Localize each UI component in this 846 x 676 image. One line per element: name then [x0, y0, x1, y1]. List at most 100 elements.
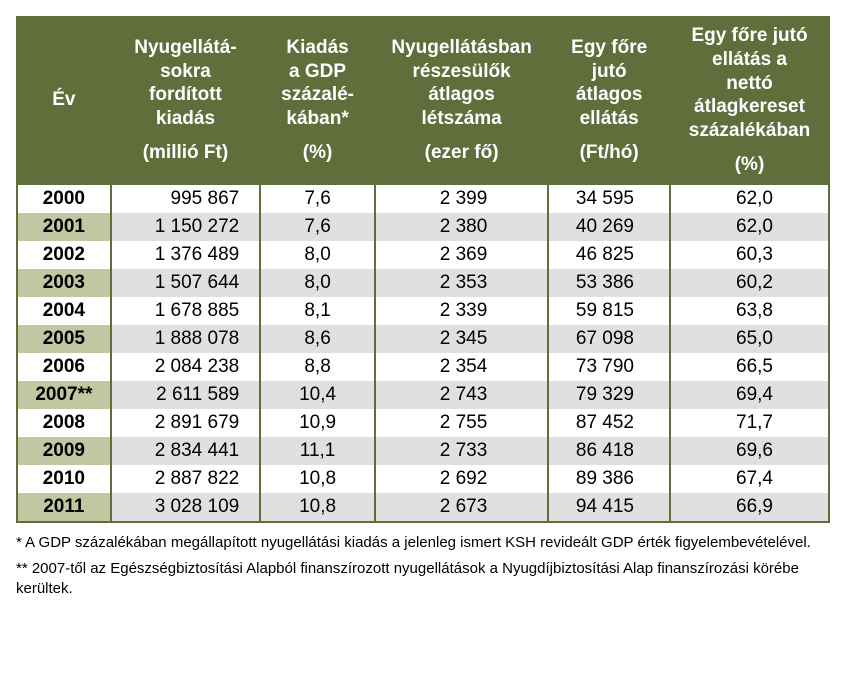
- col-unit: (%): [269, 141, 366, 165]
- table-row: 2000995 8677,62 39934 59562,0: [17, 184, 829, 213]
- footnotes-block: * A GDP százalékában megállapított nyuge…: [16, 533, 830, 600]
- table-row: 20011 150 2727,62 38040 26962,0: [17, 213, 829, 241]
- header-row: Év Nyugellátá-sokrafordítottkiadás (millió…: [17, 17, 829, 184]
- table-row: 20082 891 67910,92 75587 45271,7: [17, 409, 829, 437]
- col-unit: (Ft/hó): [557, 141, 661, 165]
- cell-value: 62,0: [670, 184, 829, 213]
- cell-value: 2 345: [375, 325, 548, 353]
- cell-value: 2 399: [375, 184, 548, 213]
- cell-value: 66,9: [670, 493, 829, 522]
- table-body: 2000995 8677,62 39934 59562,020011 150 2…: [17, 184, 829, 522]
- cell-value: 2 891 679: [111, 409, 261, 437]
- cell-value: 73 790: [548, 353, 670, 381]
- col-title: Év: [52, 89, 75, 110]
- table-row: 20021 376 4898,02 36946 82560,3: [17, 241, 829, 269]
- cell-year: 2005: [17, 325, 111, 353]
- cell-value: 2 369: [375, 241, 548, 269]
- cell-value: 40 269: [548, 213, 670, 241]
- cell-value: 86 418: [548, 437, 670, 465]
- cell-value: 2 354: [375, 353, 548, 381]
- cell-value: 2 339: [375, 297, 548, 325]
- cell-value: 1 376 489: [111, 241, 261, 269]
- table-row: 20092 834 44111,12 73386 41869,6: [17, 437, 829, 465]
- table-row: 20041 678 8858,12 33959 81563,8: [17, 297, 829, 325]
- col-header-2: Kiadása GDPszázalé-kában* (%): [260, 17, 375, 184]
- cell-value: 8,8: [260, 353, 375, 381]
- cell-year: 2006: [17, 353, 111, 381]
- table-row: 20031 507 6448,02 35353 38660,2: [17, 269, 829, 297]
- col-title: Kiadása GDPszázalé-kában*: [281, 37, 354, 129]
- cell-value: 2 353: [375, 269, 548, 297]
- table-row: 20102 887 82210,82 69289 38667,4: [17, 465, 829, 493]
- cell-value: 59 815: [548, 297, 670, 325]
- cell-value: 67,4: [670, 465, 829, 493]
- cell-year: 2010: [17, 465, 111, 493]
- cell-value: 1 678 885: [111, 297, 261, 325]
- cell-value: 69,4: [670, 381, 829, 409]
- cell-value: 94 415: [548, 493, 670, 522]
- cell-value: 65,0: [670, 325, 829, 353]
- cell-value: 63,8: [670, 297, 829, 325]
- cell-value: 7,6: [260, 184, 375, 213]
- col-header-4: Egy főrejutóátlagosellátás (Ft/hó): [548, 17, 670, 184]
- table-row: 20062 084 2388,82 35473 79066,5: [17, 353, 829, 381]
- col-header-1: Nyugellátá-sokrafordítottkiadás (millió F…: [111, 17, 261, 184]
- table-header: Év Nyugellátá-sokrafordítottkiadás (millió…: [17, 17, 829, 184]
- col-header-0: Év: [17, 17, 111, 184]
- cell-value: 67 098: [548, 325, 670, 353]
- col-header-5: Egy főre jutóellátás anettóátlagkeresets…: [670, 17, 829, 184]
- cell-value: 11,1: [260, 437, 375, 465]
- cell-value: 2 755: [375, 409, 548, 437]
- cell-value: 2 084 238: [111, 353, 261, 381]
- pension-data-table: Év Nyugellátá-sokrafordítottkiadás (millió…: [16, 16, 830, 523]
- footnote-gdp: * A GDP százalékában megállapított nyuge…: [16, 533, 830, 553]
- cell-value: 2 887 822: [111, 465, 261, 493]
- cell-value: 2 380: [375, 213, 548, 241]
- cell-value: 53 386: [548, 269, 670, 297]
- cell-year: 2001: [17, 213, 111, 241]
- cell-value: 1 888 078: [111, 325, 261, 353]
- cell-year: 2003: [17, 269, 111, 297]
- cell-year: 2007**: [17, 381, 111, 409]
- cell-value: 62,0: [670, 213, 829, 241]
- cell-year: 2002: [17, 241, 111, 269]
- cell-value: 2 673: [375, 493, 548, 522]
- cell-value: 2 743: [375, 381, 548, 409]
- cell-value: 995 867: [111, 184, 261, 213]
- cell-value: 10,8: [260, 493, 375, 522]
- footnote-2007: ** 2007-től az Egészségbiztosítási Alapb…: [16, 559, 830, 600]
- cell-year: 2009: [17, 437, 111, 465]
- cell-value: 71,7: [670, 409, 829, 437]
- cell-value: 8,6: [260, 325, 375, 353]
- cell-value: 69,6: [670, 437, 829, 465]
- col-title: Nyugellátásbanrészesülőkátlagoslétszáma: [391, 37, 531, 129]
- cell-value: 10,9: [260, 409, 375, 437]
- cell-value: 2 611 589: [111, 381, 261, 409]
- cell-value: 79 329: [548, 381, 670, 409]
- cell-value: 8,1: [260, 297, 375, 325]
- col-unit: (ezer fő): [384, 141, 539, 165]
- cell-value: 46 825: [548, 241, 670, 269]
- cell-value: 7,6: [260, 213, 375, 241]
- cell-year: 2004: [17, 297, 111, 325]
- cell-value: 87 452: [548, 409, 670, 437]
- cell-year: 2008: [17, 409, 111, 437]
- cell-value: 8,0: [260, 269, 375, 297]
- cell-value: 2 692: [375, 465, 548, 493]
- cell-value: 2 733: [375, 437, 548, 465]
- col-title: Nyugellátá-sokrafordítottkiadás: [134, 37, 236, 129]
- cell-year: 2011: [17, 493, 111, 522]
- col-header-3: Nyugellátásbanrészesülőkátlagoslétszáma (…: [375, 17, 548, 184]
- cell-value: 10,4: [260, 381, 375, 409]
- col-title: Egy főre jutóellátás anettóátlagkeresets…: [689, 25, 810, 141]
- cell-value: 2 834 441: [111, 437, 261, 465]
- cell-value: 8,0: [260, 241, 375, 269]
- cell-value: 34 595: [548, 184, 670, 213]
- cell-value: 10,8: [260, 465, 375, 493]
- col-unit: (millió Ft): [120, 141, 252, 165]
- cell-value: 1 507 644: [111, 269, 261, 297]
- cell-value: 89 386: [548, 465, 670, 493]
- table-row: 20051 888 0788,62 34567 09865,0: [17, 325, 829, 353]
- col-title: Egy főrejutóátlagosellátás: [571, 37, 647, 129]
- cell-year: 2000: [17, 184, 111, 213]
